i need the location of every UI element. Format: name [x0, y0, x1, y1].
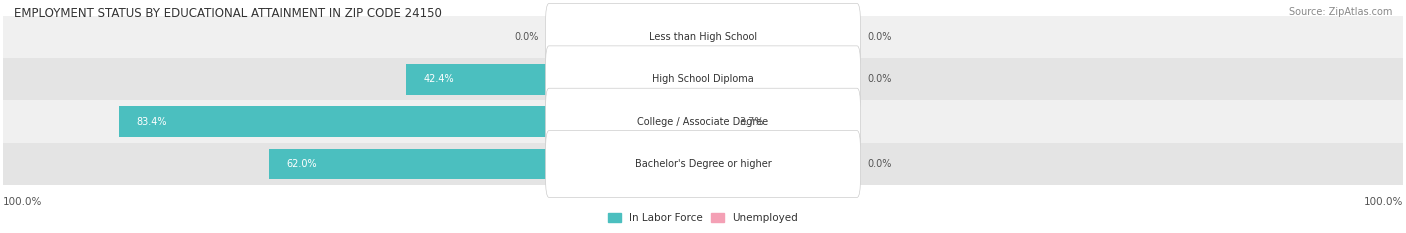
Text: High School Diploma: High School Diploma [652, 74, 754, 84]
Text: 62.0%: 62.0% [287, 159, 316, 169]
FancyBboxPatch shape [546, 131, 860, 197]
Bar [3, 143, 1403, 185]
Text: 0.0%: 0.0% [868, 74, 891, 84]
Text: 0.0%: 0.0% [868, 159, 891, 169]
Text: Source: ZipAtlas.com: Source: ZipAtlas.com [1288, 7, 1392, 17]
Text: 100.0%: 100.0% [3, 197, 42, 207]
Text: Less than High School: Less than High School [650, 32, 756, 42]
Text: Bachelor's Degree or higher: Bachelor's Degree or higher [634, 159, 772, 169]
Text: 42.4%: 42.4% [423, 74, 454, 84]
Text: 0.0%: 0.0% [515, 32, 538, 42]
Text: 0.0%: 0.0% [868, 32, 891, 42]
FancyBboxPatch shape [546, 46, 860, 113]
Bar [120, 106, 703, 137]
Text: 83.4%: 83.4% [136, 117, 167, 127]
Bar [3, 16, 1403, 58]
Bar [406, 64, 703, 95]
Bar [3, 58, 1403, 100]
Text: 3.7%: 3.7% [740, 117, 763, 127]
Bar [269, 149, 703, 179]
FancyBboxPatch shape [546, 3, 860, 70]
Text: 100.0%: 100.0% [1364, 197, 1403, 207]
Text: EMPLOYMENT STATUS BY EDUCATIONAL ATTAINMENT IN ZIP CODE 24150: EMPLOYMENT STATUS BY EDUCATIONAL ATTAINM… [14, 7, 441, 20]
Bar [703, 106, 728, 137]
Bar [3, 100, 1403, 143]
Legend: In Labor Force, Unemployed: In Labor Force, Unemployed [605, 209, 801, 227]
Text: College / Associate Degree: College / Associate Degree [637, 117, 769, 127]
FancyBboxPatch shape [546, 88, 860, 155]
